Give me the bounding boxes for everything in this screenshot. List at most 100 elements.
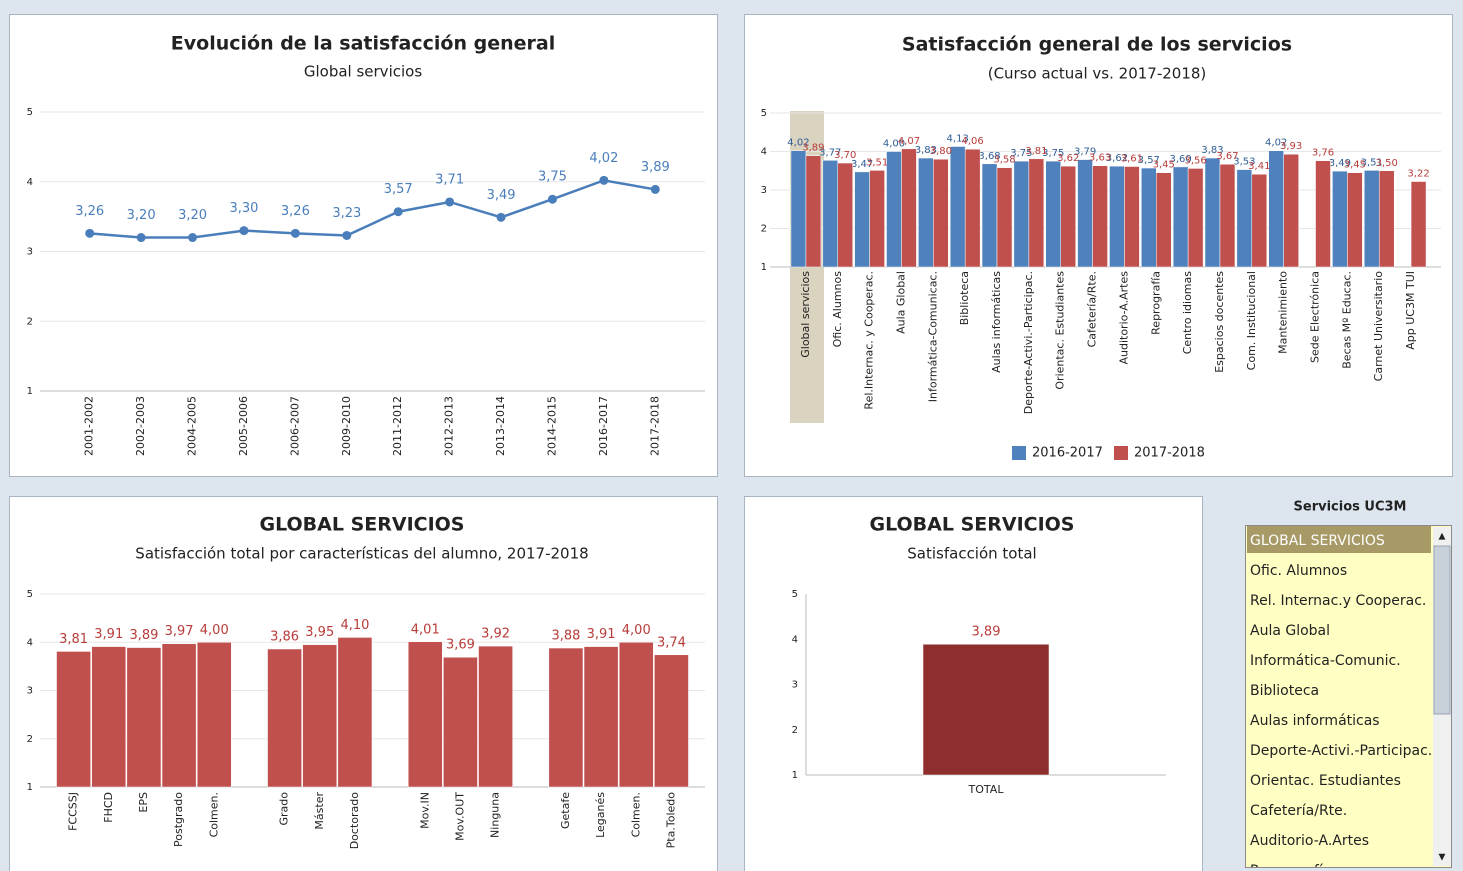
value-label: 3,81	[59, 632, 88, 647]
bar	[1236, 169, 1253, 268]
bar	[196, 642, 232, 788]
bar	[790, 150, 807, 268]
x-tick-label: Auditorio-A.Artes	[1117, 271, 1130, 365]
line	[89, 179, 656, 239]
value-label: 3,26	[75, 204, 104, 219]
value-label: 3,56	[1184, 155, 1206, 166]
value-label: 4,02	[787, 138, 809, 149]
value-label: 3,75	[538, 170, 567, 185]
y-tick-label: 4	[27, 637, 33, 648]
x-tick-label: Rel.Internac. y Cooperac.	[863, 271, 876, 410]
x-tick-label: Mov.IN	[418, 792, 431, 829]
scroll-up[interactable]: ▲	[1439, 532, 1446, 542]
value-label: 3,57	[384, 182, 413, 197]
value-label: 3,45	[1344, 160, 1366, 171]
value-label: 3,49	[1329, 158, 1351, 169]
slicer-item[interactable]: Informática-Comunic.	[1250, 653, 1401, 669]
x-tick-label: Orientac. Estudiantes	[1054, 271, 1067, 390]
y-tick-label: 5	[792, 589, 798, 600]
value-label: 3,58	[993, 155, 1015, 166]
x-tick-label: Getafe	[559, 792, 572, 829]
slicer-item[interactable]: Deporte-Activi.-Participac.	[1250, 743, 1432, 759]
bar	[1124, 166, 1140, 268]
value-label: 3,20	[178, 208, 207, 223]
y-tick-label: 1	[27, 782, 33, 793]
value-label: 3,91	[587, 627, 616, 642]
x-tick-label: 2016-2017	[597, 396, 610, 456]
value-label: 3,75	[1042, 148, 1064, 159]
slicer-item[interactable]: Ofic. Alumnos	[1250, 563, 1347, 579]
bar	[1156, 172, 1172, 268]
slicer-item[interactable]: Aula Global	[1250, 623, 1330, 639]
x-tick-label: FCCSSJ	[67, 792, 80, 831]
slicer-item[interactable]: Rel. Internac.y Cooperac.	[1250, 593, 1426, 609]
slicer-item[interactable]: Biblioteca	[1250, 683, 1319, 699]
slicer-item[interactable]: Cafetería/Rte.	[1250, 803, 1347, 819]
x-tick-label: Ofic. Alumnos	[831, 271, 844, 348]
bar	[1141, 167, 1157, 268]
value-label: 3,45	[1153, 160, 1175, 171]
bar	[443, 656, 478, 788]
value-label: 3,83	[915, 145, 937, 156]
value-label: 3,20	[127, 208, 156, 223]
slicer-item[interactable]: Aulas informáticas	[1250, 713, 1380, 729]
value-label: 3,97	[165, 624, 194, 639]
y-tick-label: 3	[792, 680, 798, 691]
y-tick-label: 4	[792, 634, 798, 645]
x-tick-label: 2012-2013	[443, 396, 456, 456]
chart-title: GLOBAL SERVICIOS	[259, 514, 464, 536]
bar	[407, 641, 443, 788]
slicer-title: Servicios UC3M	[1294, 500, 1407, 515]
bar	[583, 646, 619, 788]
slicer-item[interactable]: GLOBAL SERVICIOS	[1250, 533, 1385, 549]
bar	[1315, 160, 1331, 268]
value-label: 3,57	[1138, 155, 1160, 166]
value-label: 3,22	[1407, 169, 1429, 180]
point	[496, 212, 506, 222]
x-tick-label: 2004-2005	[186, 396, 199, 456]
bar	[1251, 173, 1268, 268]
x-tick-label: Colmen.	[207, 792, 220, 837]
value-label: 3,74	[657, 635, 686, 650]
y-tick-label: 3	[27, 686, 33, 697]
y-tick-label: 2	[27, 316, 33, 327]
x-tick-label: 2001-2002	[83, 396, 96, 456]
chart-subtitle: (Curso actual vs. 2017-2018)	[988, 65, 1207, 83]
slicer-list	[1245, 525, 1452, 868]
bar	[869, 170, 885, 268]
y-tick-label: 1	[761, 262, 767, 273]
x-tick-label: Aula Global	[894, 271, 907, 334]
x-tick-label: Espacios docentes	[1213, 271, 1226, 373]
value-label: 3,50	[1376, 158, 1398, 169]
chart-title: Satisfacción general de los servicios	[902, 34, 1292, 56]
chart-subtitle: Satisfacción total	[907, 545, 1036, 563]
value-label: 4,02	[589, 151, 618, 166]
slicer-item[interactable]: Orientac. Estudiantes	[1250, 773, 1401, 789]
x-tick-label: Postgrado	[172, 792, 185, 847]
chart-title: GLOBAL SERVICIOS	[869, 514, 1074, 536]
x-tick-label: Aulas informáticas	[990, 271, 1003, 373]
value-label: 4,00	[883, 139, 905, 150]
bar	[56, 651, 91, 788]
selected-item-bg[interactable]	[1247, 526, 1431, 553]
value-label: 3,89	[972, 625, 1001, 640]
value-label: 3,49	[487, 188, 516, 203]
y-tick-label: 4	[27, 177, 33, 188]
bar	[1204, 157, 1221, 268]
y-tick-label: 3	[761, 185, 767, 196]
x-tick-label: 2013-2014	[494, 396, 507, 456]
slicer-item[interactable]: Auditorio-A.Artes	[1250, 833, 1369, 849]
y-tick-label: 2	[761, 224, 767, 235]
slicer-items: GLOBAL SERVICIOS Ofic. Alumnos Rel. Intern…	[1247, 526, 1432, 871]
value-label: 3,67	[1216, 151, 1238, 162]
scroll-thumb[interactable]	[1433, 545, 1451, 715]
slicer-item[interactable]: Reprografía	[1250, 863, 1331, 871]
value-label: 3,53	[1233, 157, 1255, 168]
x-tick-label: 2005-2006	[237, 396, 250, 456]
scroll-down[interactable]: ▼	[1439, 853, 1446, 863]
point	[188, 233, 198, 243]
y-tick-label: 4	[761, 147, 767, 158]
x-tick-label: 2014-2015	[545, 396, 558, 456]
bar	[548, 647, 584, 788]
